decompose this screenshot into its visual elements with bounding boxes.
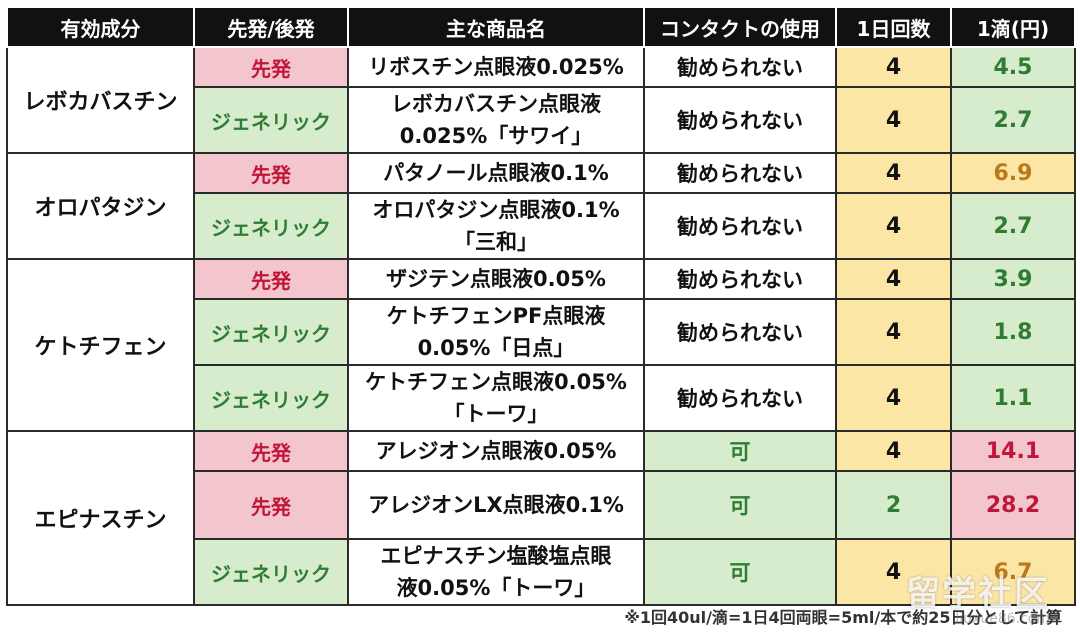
contact-use: 可 bbox=[643, 430, 837, 472]
contact-use: 勧められない bbox=[643, 192, 837, 260]
product-name-line1: エピナスチン塩酸塩点眼 bbox=[380, 544, 612, 568]
eye-drop-comparison-table: 有効成分 先発/後発 主な商品名 コンタクトの使用 1日回数 1滴(円) レボカ… bbox=[6, 6, 1076, 606]
daily-frequency: 4 bbox=[835, 152, 952, 194]
price-per-drop: 14.1 bbox=[950, 430, 1076, 472]
daily-frequency: 4 bbox=[835, 86, 952, 154]
daily-frequency: 4 bbox=[835, 46, 952, 88]
product-name-line2: 0.05%「日点」 bbox=[417, 336, 575, 360]
table-row: ケトチフェン 先発 ザジテン点眼液0.05% 勧められない 4 3.9 bbox=[6, 258, 1076, 432]
type-original: 先発 bbox=[193, 430, 349, 472]
table-row: 先発 アレジオンLX点眼液0.1% 可 2 28.2 bbox=[7, 470, 1076, 540]
product-name-line1: オロパタジン点眼液0.1% bbox=[372, 198, 620, 222]
daily-frequency: 2 bbox=[835, 470, 952, 540]
price-per-drop: 1.8 bbox=[950, 298, 1076, 366]
product-name-line2: 0.025%「サワイ」 bbox=[399, 124, 593, 148]
price-per-drop: 2.7 bbox=[950, 192, 1076, 260]
daily-frequency: 4 bbox=[835, 258, 952, 300]
type-original: 先発 bbox=[193, 258, 349, 300]
table-row: ジェネリック オロパタジン点眼液0.1% 「三和」 勧められない 4 2.7 bbox=[7, 192, 1076, 260]
daily-frequency: 4 bbox=[835, 538, 952, 606]
product-name: ケトチフェンPF点眼液 0.05%「日点」 bbox=[347, 298, 645, 366]
header-row: 有効成分 先発/後発 主な商品名 コンタクトの使用 1日回数 1滴(円) bbox=[6, 6, 1076, 48]
product-name: オロパタジン点眼液0.1% 「三和」 bbox=[347, 192, 645, 260]
price-per-drop: 28.2 bbox=[950, 470, 1076, 540]
price-per-drop: 2.7 bbox=[950, 86, 1076, 154]
ingredient-olopatadine: オロパタジン bbox=[6, 152, 195, 260]
contact-use: 勧められない bbox=[643, 86, 837, 154]
header-type: 先発/後発 bbox=[193, 6, 349, 48]
watermark-url: liuxue86.com bbox=[955, 611, 1050, 627]
watermark-logo: 留学社区 bbox=[906, 574, 1050, 614]
type-original: 先発 bbox=[193, 152, 349, 194]
table-row: エピナスチン 先発 アレジオン点眼液0.05% 可 4 14.1 bbox=[6, 430, 1076, 606]
type-generic: ジェネリック bbox=[193, 298, 349, 366]
header-product: 主な商品名 bbox=[347, 6, 645, 48]
product-name: アレジオン点眼液0.05% bbox=[347, 430, 645, 472]
product-name-line2: 「トーワ」 bbox=[443, 402, 549, 426]
daily-frequency: 4 bbox=[835, 430, 952, 472]
contact-use: 勧められない bbox=[643, 258, 837, 300]
product-name-line2: 「三和」 bbox=[454, 230, 538, 254]
product-name: アレジオンLX点眼液0.1% bbox=[347, 470, 645, 540]
product-name: ケトチフェン点眼液0.05% 「トーワ」 bbox=[347, 364, 645, 432]
table-row: レボカバスチン 先発 リボスチン点眼液0.025% 勧められない 4 4.5 bbox=[6, 46, 1076, 154]
daily-frequency: 4 bbox=[835, 192, 952, 260]
type-generic: ジェネリック bbox=[193, 538, 349, 606]
price-per-drop: 1.1 bbox=[950, 364, 1076, 432]
product-name-line1: ケトチフェンPF点眼液 bbox=[386, 304, 606, 328]
table-row: オロパタジン 先発 パタノール点眼液0.1% 勧められない 4 6.9 bbox=[6, 152, 1076, 260]
header-contact: コンタクトの使用 bbox=[643, 6, 837, 48]
table-row: ジェネリック ケトチフェン点眼液0.05% 「トーワ」 勧められない 4 1.1 bbox=[7, 364, 1076, 432]
product-name-line1: ケトチフェン点眼液0.05% bbox=[365, 370, 627, 394]
price-per-drop: 6.9 bbox=[950, 152, 1076, 194]
header-frequency: 1日回数 bbox=[835, 6, 952, 48]
product-name: エピナスチン塩酸塩点眼 液0.05%「トーワ」 bbox=[347, 538, 645, 606]
product-name-line2: 液0.05%「トーワ」 bbox=[396, 576, 596, 600]
ingredient-levocabastine: レボカバスチン bbox=[6, 46, 195, 154]
type-generic: ジェネリック bbox=[193, 192, 349, 260]
contact-use: 勧められない bbox=[643, 46, 837, 88]
product-name: レボカバスチン点眼液 0.025%「サワイ」 bbox=[347, 86, 645, 154]
type-original: 先発 bbox=[193, 46, 349, 88]
header-ingredient: 有効成分 bbox=[6, 6, 195, 48]
table-row: ジェネリック エピナスチン塩酸塩点眼 液0.05%「トーワ」 可 4 6.7 bbox=[7, 538, 1076, 606]
ingredient-epinastine: エピナスチン bbox=[6, 430, 195, 606]
type-original: 先発 bbox=[193, 470, 349, 540]
contact-use: 勧められない bbox=[643, 152, 837, 194]
contact-use: 可 bbox=[643, 538, 837, 606]
product-name: ザジテン点眼液0.05% bbox=[347, 258, 645, 300]
price-per-drop: 3.9 bbox=[950, 258, 1076, 300]
ingredient-ketotifen: ケトチフェン bbox=[6, 258, 195, 432]
price-per-drop: 6.7 bbox=[950, 538, 1076, 606]
table-row: ジェネリック レボカバスチン点眼液 0.025%「サワイ」 勧められない 4 2… bbox=[7, 86, 1076, 154]
daily-frequency: 4 bbox=[835, 364, 952, 432]
calculation-footnote: ※1回40ul/滴=1日4回両眼=5ml/本で約25日分として計算 bbox=[624, 608, 1062, 627]
type-generic: ジェネリック bbox=[193, 86, 349, 154]
product-name: リボスチン点眼液0.025% bbox=[347, 46, 645, 88]
contact-use: 可 bbox=[643, 470, 837, 540]
table-row: ジェネリック ケトチフェンPF点眼液 0.05%「日点」 勧められない 4 1.… bbox=[7, 298, 1076, 366]
product-name-line1: レボカバスチン点眼液 bbox=[391, 92, 601, 116]
daily-frequency: 4 bbox=[835, 298, 952, 366]
header-price: 1滴(円) bbox=[950, 6, 1076, 48]
product-name: パタノール点眼液0.1% bbox=[347, 152, 645, 194]
contact-use: 勧められない bbox=[643, 364, 837, 432]
type-generic: ジェネリック bbox=[193, 364, 349, 432]
contact-use: 勧められない bbox=[643, 298, 837, 366]
price-per-drop: 4.5 bbox=[950, 46, 1076, 88]
